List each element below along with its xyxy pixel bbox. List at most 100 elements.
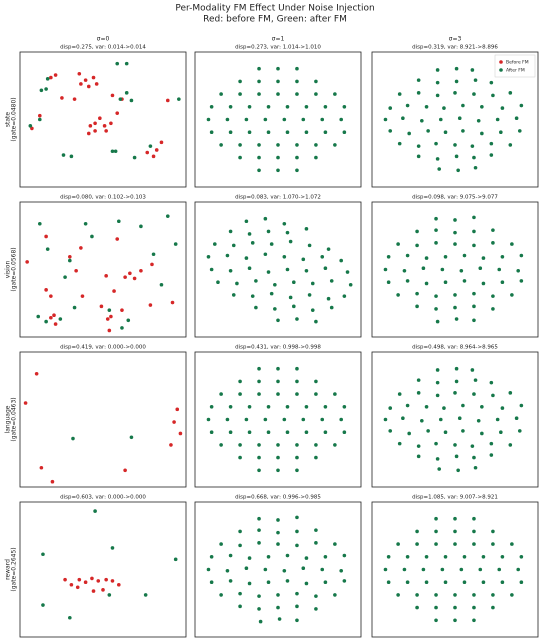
row-label: (gate=0.0568) [11, 247, 18, 291]
point [139, 268, 143, 273]
point [247, 105, 252, 109]
point [333, 593, 337, 597]
point [453, 230, 457, 235]
point [244, 117, 249, 122]
point [38, 113, 42, 118]
point [295, 618, 299, 623]
point [405, 103, 410, 108]
point [480, 131, 484, 136]
point [453, 443, 457, 447]
point [457, 116, 462, 121]
point [499, 130, 503, 134]
point [310, 281, 315, 286]
point [443, 254, 448, 259]
row-label: vision [5, 261, 12, 279]
point [434, 294, 438, 298]
point [416, 391, 421, 395]
point [295, 155, 299, 160]
point [28, 124, 33, 128]
point [470, 368, 475, 372]
point [478, 567, 483, 572]
point [115, 61, 120, 66]
point [326, 247, 331, 251]
point [257, 168, 261, 173]
point [434, 542, 438, 546]
point [254, 305, 258, 310]
point [90, 576, 94, 581]
point [442, 406, 446, 410]
point [124, 91, 129, 95]
point [459, 567, 464, 572]
point [424, 281, 429, 286]
point [342, 105, 347, 109]
point [39, 465, 44, 470]
point [454, 366, 459, 371]
point [257, 79, 261, 84]
point [301, 117, 306, 122]
point [295, 604, 299, 609]
point [424, 555, 429, 559]
point [219, 143, 223, 147]
point [489, 141, 494, 146]
panel-subtitle: disp=0.080, var: 0.102->0.103 [60, 195, 146, 201]
point [323, 266, 328, 271]
point [276, 168, 280, 173]
point [333, 392, 337, 396]
point [416, 91, 421, 95]
point [170, 300, 175, 305]
point [257, 366, 261, 371]
point [257, 516, 261, 521]
point [434, 216, 438, 221]
point [247, 266, 252, 271]
point [231, 243, 236, 248]
point [219, 443, 223, 447]
row-label: reward [5, 559, 12, 580]
point [314, 594, 318, 598]
point [333, 143, 337, 147]
point [269, 291, 274, 296]
point [38, 221, 42, 226]
point [45, 77, 50, 81]
point [314, 443, 318, 447]
point [386, 555, 391, 559]
point [49, 315, 53, 320]
point [405, 403, 410, 408]
point [415, 542, 419, 546]
point [500, 406, 505, 410]
point [453, 91, 457, 95]
panel-frame [194, 201, 362, 338]
point [440, 267, 445, 272]
point [442, 106, 446, 110]
point [472, 291, 476, 296]
point [314, 392, 318, 396]
point [386, 580, 391, 584]
panel-subtitle: disp=0.419, var: 0.000->0.000 [60, 345, 146, 351]
point [148, 144, 153, 148]
point [276, 79, 280, 84]
point [383, 267, 388, 272]
point [276, 92, 280, 96]
panel-frame [194, 51, 362, 188]
point [295, 468, 299, 473]
point [500, 555, 505, 559]
point [228, 105, 233, 109]
point [109, 121, 113, 126]
point [453, 305, 457, 310]
point [491, 307, 495, 311]
point [517, 429, 522, 433]
point [238, 143, 242, 147]
point [285, 130, 290, 134]
panel-subtitle: disp=0.275, var: 0.014->0.014 [60, 45, 146, 51]
point [489, 80, 494, 85]
point [491, 529, 495, 534]
point [151, 252, 156, 257]
point [228, 229, 233, 234]
point [49, 294, 53, 298]
point [424, 580, 429, 584]
point [282, 117, 287, 122]
point [99, 304, 104, 309]
point [435, 368, 440, 372]
point [329, 305, 334, 310]
point [434, 529, 438, 534]
point [266, 130, 271, 134]
